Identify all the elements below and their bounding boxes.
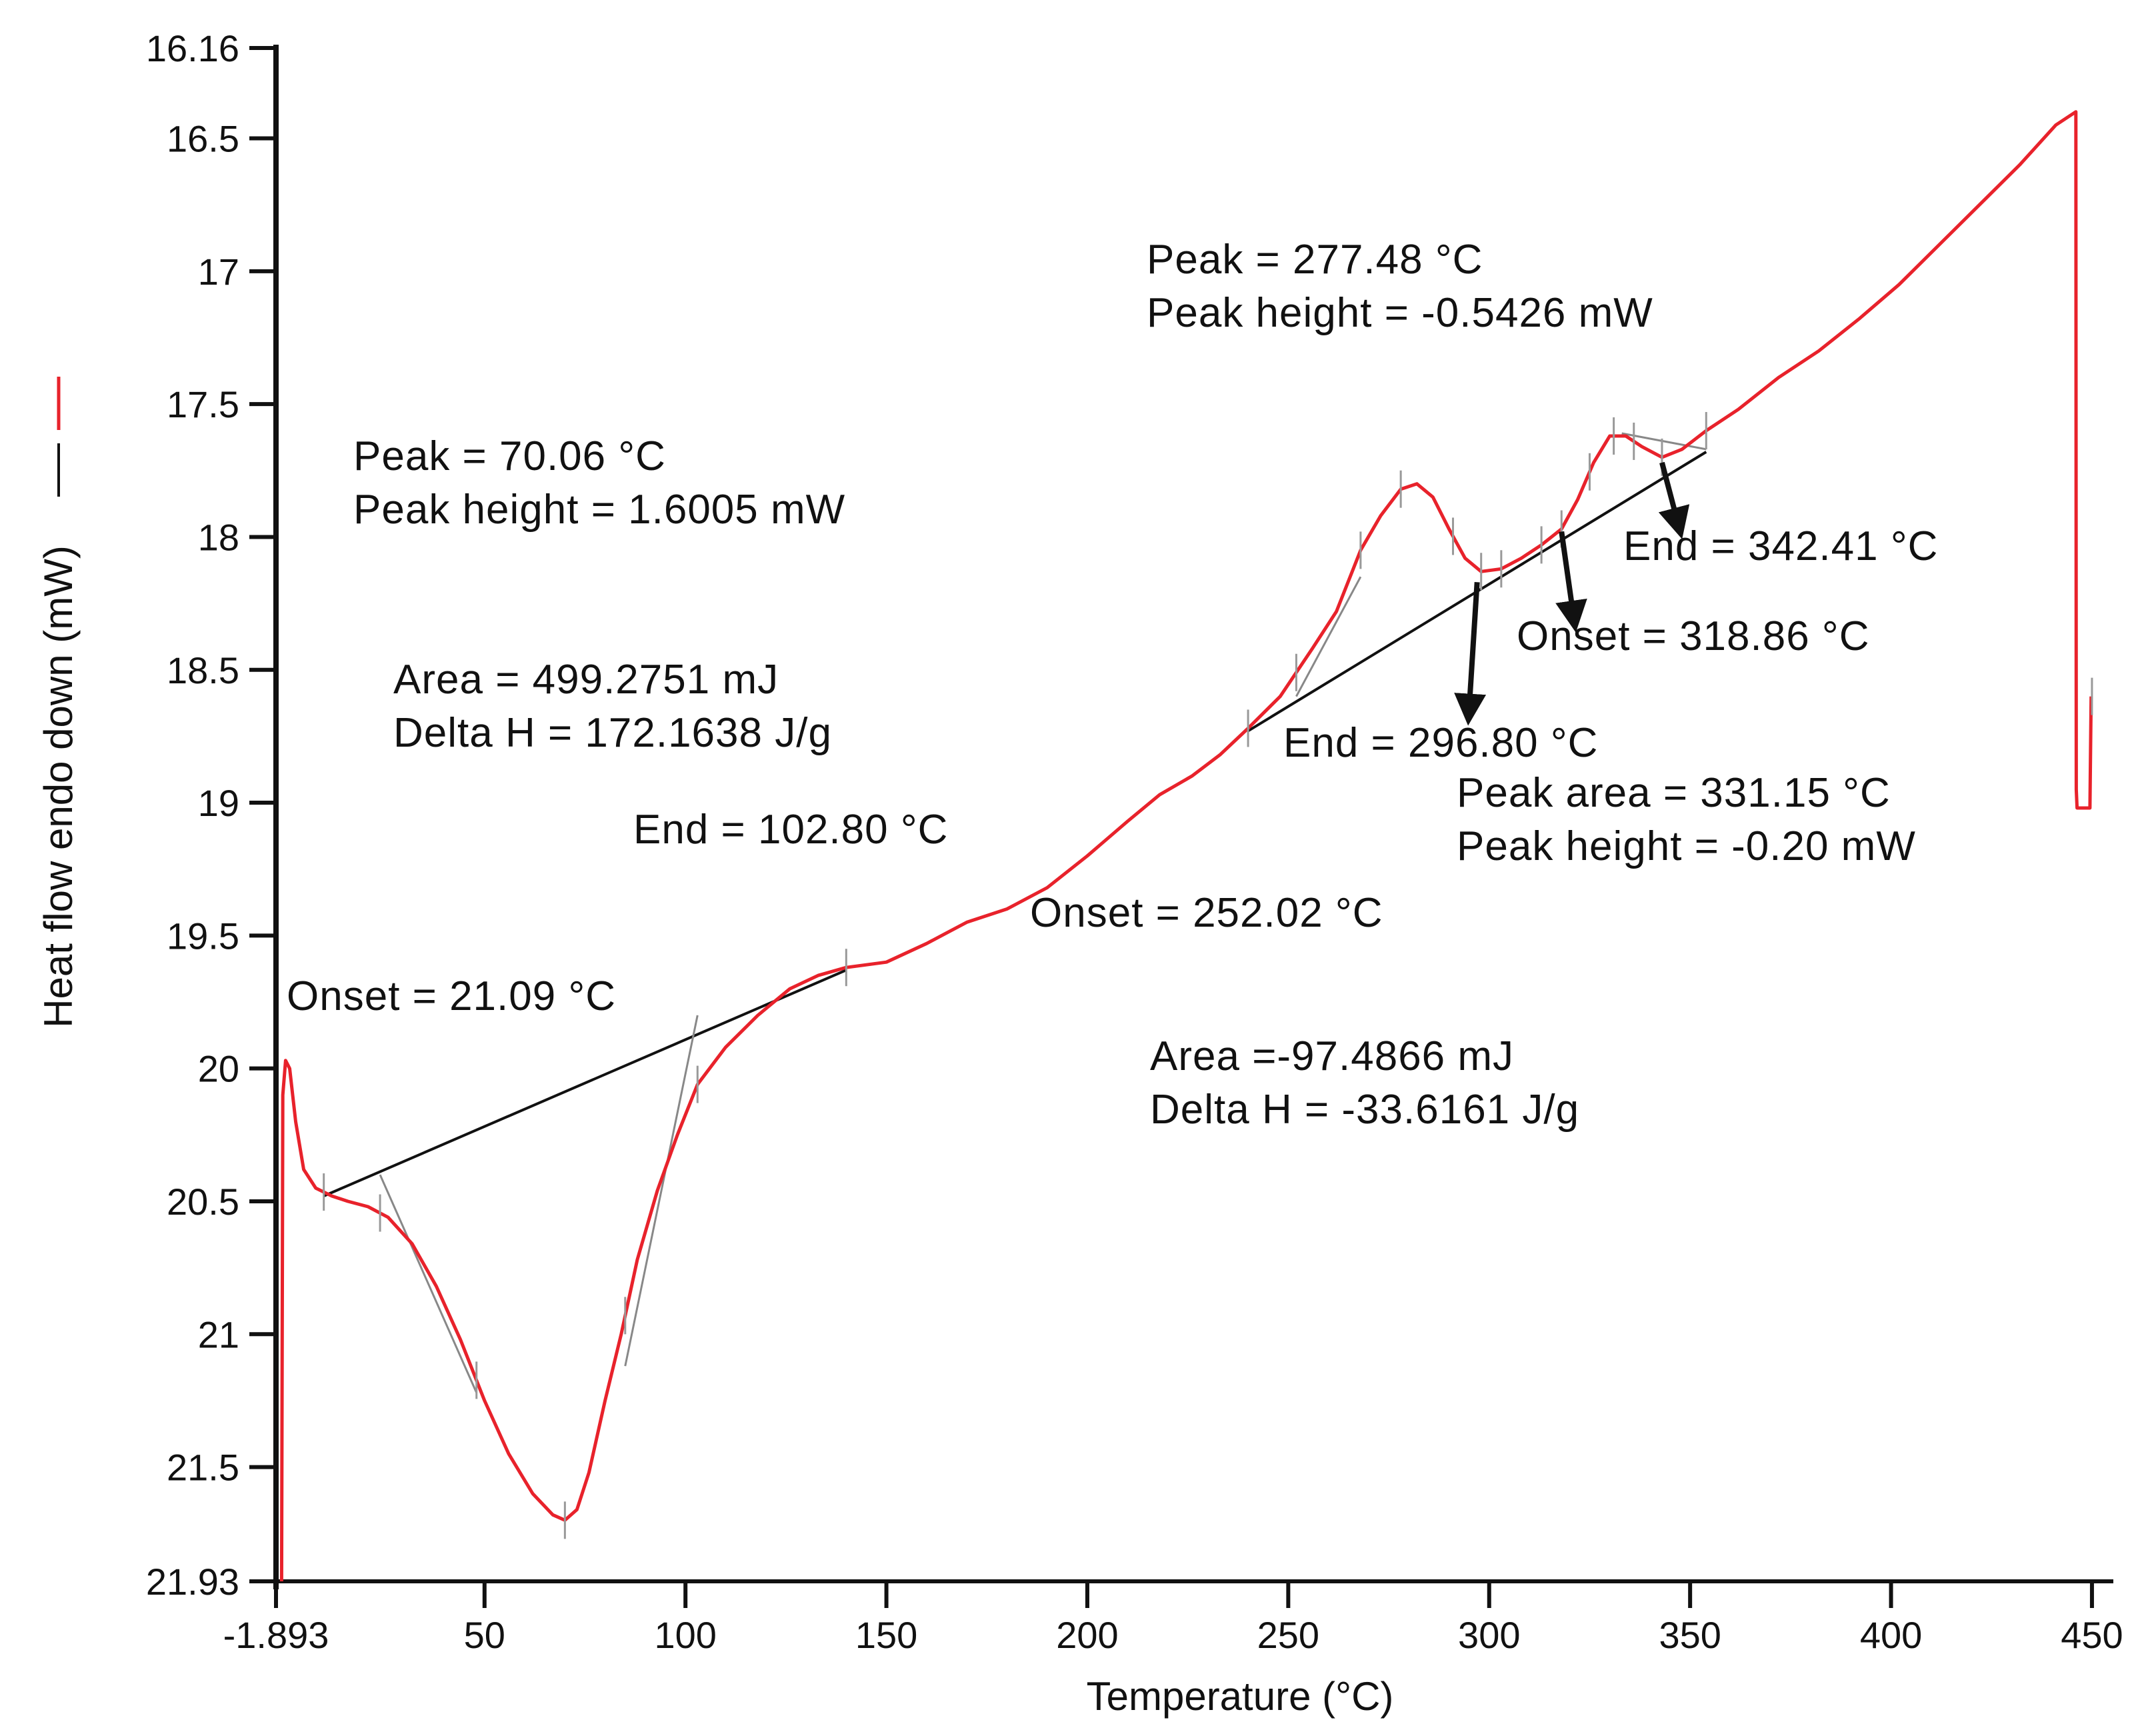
annotation-area2-line2: Delta H = -33.6161 J/g	[1150, 1087, 1579, 1133]
y-tick-label-0: 16.16	[146, 27, 239, 69]
x-tick-label-6: 300	[1458, 1614, 1520, 1656]
series-line-0	[279, 110, 2093, 1582]
arrow-end2	[1454, 581, 1487, 726]
axes	[273, 45, 2113, 1589]
x-ticks: -1.893 50 100 150 200 250 300 350 400 450	[223, 1581, 2123, 1656]
annotation-peak3-line1: Peak area = 331.15 °C	[1457, 770, 1891, 816]
end-tangent-1	[624, 1015, 699, 1367]
peak-tangent-3	[1621, 432, 1707, 451]
annotation-peak2-line1: Peak = 277.48 °C	[1147, 237, 1483, 283]
x-tick-label-1: 50	[464, 1614, 505, 1656]
annotation-onset1: Onset = 21.09 °C	[287, 973, 616, 1019]
arrow-end3	[1658, 461, 1690, 539]
y-tick-label-2: 17	[198, 251, 239, 293]
onset-tangent-2	[1295, 576, 1362, 697]
x-tick-label-4: 200	[1056, 1614, 1118, 1656]
endotherm-baseline	[323, 969, 847, 1197]
y-tick-label-9: 20.5	[167, 1181, 239, 1223]
arrow-onset3	[1555, 531, 1587, 633]
arrows	[1454, 461, 1690, 726]
y-tick-label-6: 19	[198, 782, 239, 824]
annotation-end2: End = 296.80 °C	[1283, 720, 1598, 766]
y-tick-label-10: 21	[198, 1313, 239, 1355]
annotation-peak2-line2: Peak height = -0.5426 mW	[1147, 290, 1653, 336]
x-tick-label-8: 400	[1860, 1614, 1922, 1656]
x-tick-label-7: 350	[1659, 1614, 1721, 1656]
series	[279, 110, 2093, 1582]
x-tick-label-3: 150	[855, 1614, 917, 1656]
markers	[323, 412, 2093, 1539]
y-axis-title: Heat flow endo down (mW)	[36, 545, 81, 1028]
x-tick-label-5: 250	[1257, 1614, 1319, 1656]
x-tick-label-2: 100	[654, 1614, 716, 1656]
y-ticks: 16.16 16.5 17 17.5 18 18.5 19 19.5 20 20.5 21 21.5 2…	[146, 27, 276, 1603]
y-tick-label-3: 17.5	[167, 383, 239, 425]
x-axis-title: Temperature (°C)	[1087, 1674, 1394, 1719]
annotation-end3: End = 342.41 °C	[1623, 523, 1938, 569]
y-tick-label-11: 21.5	[167, 1447, 239, 1489]
y-tick-label-8: 20	[198, 1048, 239, 1090]
y-tick-label-4: 18	[198, 516, 239, 558]
y-tick-label-1: 16.5	[167, 118, 239, 160]
annotation-onset3: Onset = 318.86 °C	[1517, 613, 1870, 659]
annotation-onset2: Onset = 252.02 °C	[1030, 890, 1383, 936]
annotation-area2-line1: Area =-97.4866 mJ	[1150, 1033, 1514, 1079]
x-tick-label-9: 450	[2061, 1614, 2123, 1656]
annotations: Peak = 70.06 °C Peak height = 1.6005 mW …	[287, 237, 1938, 1133]
x-tick-label-0: -1.893	[223, 1614, 329, 1656]
y-tick-label-5: 18.5	[167, 649, 239, 691]
onset-tangent-1	[379, 1174, 478, 1393]
annotation-peak1-line1: Peak = 70.06 °C	[353, 433, 666, 479]
annotation-peak3-line2: Peak height = -0.20 mW	[1457, 823, 1916, 869]
annotation-peak1-line2: Peak height = 1.6005 mW	[353, 487, 845, 533]
annotation-end1: End = 102.80 °C	[633, 807, 948, 853]
annotation-area1-line2: Delta H = 172.1638 J/g	[393, 710, 832, 756]
annotation-area1-line1: Area = 499.2751 mJ	[393, 657, 779, 703]
y-tick-label-12: 21.93	[146, 1561, 239, 1603]
y-tick-label-7: 19.5	[167, 915, 239, 957]
